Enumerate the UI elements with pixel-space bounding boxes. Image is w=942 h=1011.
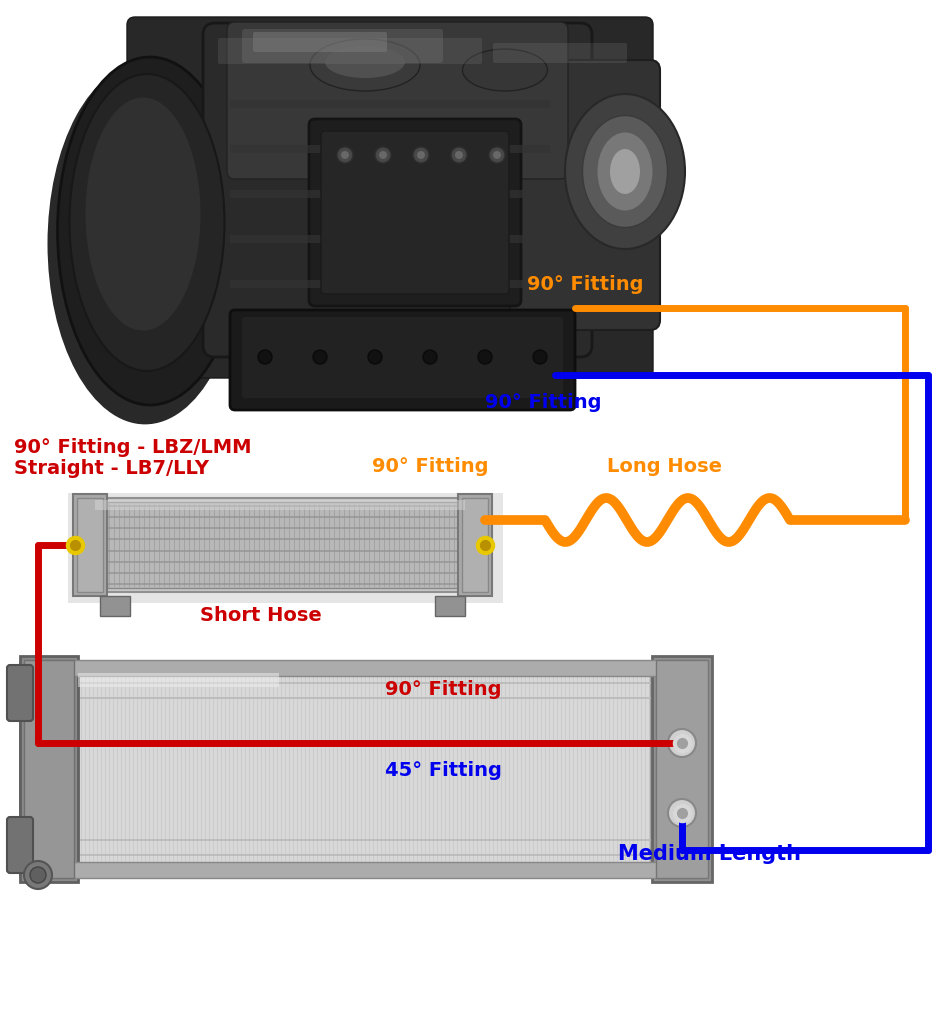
Bar (230, 100, 550, 108)
Ellipse shape (70, 74, 224, 371)
Circle shape (313, 350, 327, 364)
Bar (230, 145, 550, 153)
Ellipse shape (463, 49, 547, 91)
Text: Straight - LB7/LLY: Straight - LB7/LLY (14, 459, 209, 478)
Circle shape (489, 147, 505, 163)
Ellipse shape (582, 115, 668, 227)
FancyBboxPatch shape (7, 665, 33, 721)
Bar (656, 660, 708, 878)
Bar (100, 596, 130, 616)
Text: 90° Fitting: 90° Fitting (485, 393, 602, 412)
Circle shape (413, 147, 429, 163)
Circle shape (455, 151, 463, 159)
Bar (28, 862, 702, 878)
Circle shape (668, 729, 696, 757)
Circle shape (668, 799, 696, 827)
Ellipse shape (86, 97, 201, 331)
Text: 90° Fitting: 90° Fitting (527, 275, 643, 294)
Bar (230, 190, 550, 198)
Bar (95, 500, 465, 510)
Circle shape (24, 861, 52, 889)
FancyBboxPatch shape (309, 119, 521, 306)
Bar (78, 673, 279, 687)
Bar (73, 494, 107, 596)
Text: 90° Fitting - LBZ/LMM: 90° Fitting - LBZ/LMM (14, 438, 252, 457)
Ellipse shape (597, 132, 653, 210)
Text: 90° Fitting: 90° Fitting (385, 680, 501, 699)
Circle shape (30, 867, 46, 883)
Ellipse shape (565, 94, 685, 249)
FancyBboxPatch shape (227, 22, 568, 179)
FancyBboxPatch shape (218, 38, 482, 64)
Bar (230, 235, 550, 243)
Bar (77, 498, 103, 592)
Bar (458, 494, 492, 596)
FancyBboxPatch shape (242, 317, 563, 398)
Ellipse shape (47, 63, 242, 425)
Bar (462, 498, 488, 592)
Ellipse shape (610, 149, 640, 194)
Bar (107, 502, 458, 588)
Bar (68, 493, 503, 603)
FancyBboxPatch shape (230, 310, 575, 410)
Circle shape (417, 151, 425, 159)
FancyBboxPatch shape (510, 60, 660, 330)
Ellipse shape (325, 45, 405, 78)
FancyBboxPatch shape (321, 131, 509, 294)
Circle shape (341, 151, 349, 159)
Circle shape (337, 147, 353, 163)
Bar (28, 660, 702, 676)
Bar (90, 498, 475, 592)
Text: Medium Length: Medium Length (618, 844, 801, 864)
Circle shape (674, 735, 690, 751)
Text: 45° Fitting: 45° Fitting (385, 761, 502, 780)
Bar (435, 596, 465, 616)
Circle shape (674, 805, 690, 821)
Bar (20, 663, 710, 875)
Circle shape (258, 350, 272, 364)
FancyBboxPatch shape (203, 23, 592, 357)
Circle shape (533, 350, 547, 364)
FancyBboxPatch shape (7, 817, 33, 874)
Circle shape (451, 147, 467, 163)
FancyBboxPatch shape (127, 17, 653, 378)
Circle shape (423, 350, 437, 364)
Text: 90° Fitting: 90° Fitting (372, 457, 489, 476)
FancyBboxPatch shape (253, 32, 387, 52)
Circle shape (478, 350, 492, 364)
Bar (652, 656, 712, 882)
Text: Short Hose: Short Hose (200, 606, 322, 625)
FancyBboxPatch shape (493, 43, 627, 63)
Circle shape (493, 151, 501, 159)
Bar (20, 656, 78, 882)
FancyBboxPatch shape (242, 29, 443, 63)
Bar (24, 660, 74, 878)
Text: Long Hose: Long Hose (607, 457, 722, 476)
Circle shape (375, 147, 391, 163)
Bar (230, 280, 550, 288)
Circle shape (379, 151, 387, 159)
Ellipse shape (310, 39, 420, 91)
Circle shape (368, 350, 382, 364)
Ellipse shape (57, 57, 242, 405)
Bar (75, 670, 650, 868)
